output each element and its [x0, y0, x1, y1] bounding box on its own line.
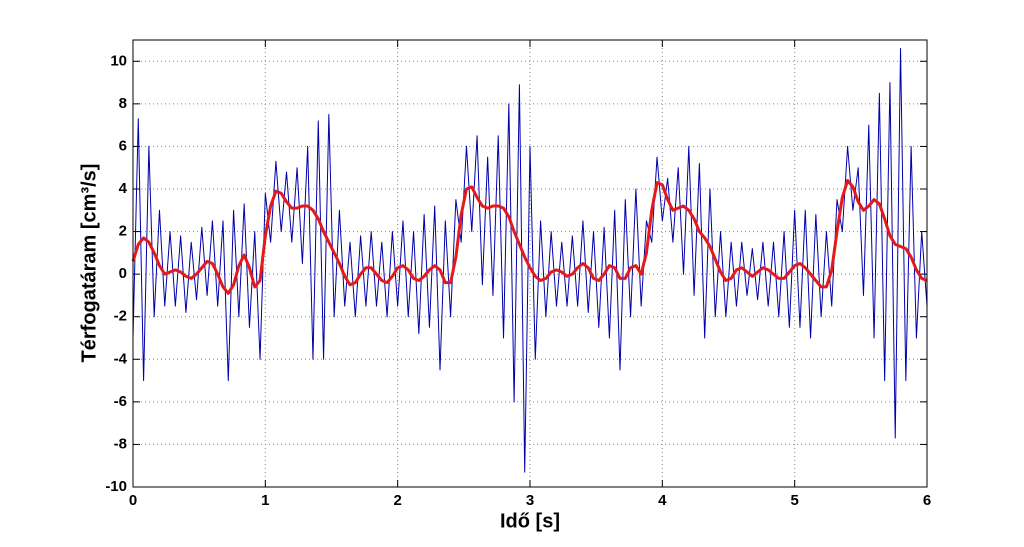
y-tick-label: -4 — [114, 350, 128, 367]
x-tick-label: 1 — [261, 492, 269, 509]
x-tick-label: 3 — [526, 492, 534, 509]
x-tick-label: 4 — [658, 492, 667, 509]
y-axis-label: Térfogatáram [cm³/s] — [78, 164, 100, 363]
y-tick-label: 4 — [119, 180, 128, 197]
y-tick-label: 0 — [119, 265, 127, 282]
y-tick-label: 10 — [110, 52, 127, 69]
y-tick-label: -10 — [105, 478, 127, 495]
y-tick-label: 2 — [119, 223, 127, 240]
data-line — [131, 178, 928, 295]
y-tick-label: -6 — [114, 393, 127, 410]
y-tick-label: -2 — [114, 308, 127, 325]
x-tick-label: 0 — [129, 492, 137, 509]
y-tick-label: -8 — [114, 435, 127, 452]
x-tick-label: 2 — [393, 492, 401, 509]
x-tick-label: 6 — [923, 492, 931, 509]
x-tick-label: 5 — [790, 492, 798, 509]
data-line — [132, 48, 928, 473]
x-axis-label: Idő [s] — [500, 510, 560, 532]
y-tick-label: 8 — [119, 95, 127, 112]
y-tick-label: 6 — [119, 137, 127, 154]
plot-frame — [132, 39, 928, 488]
